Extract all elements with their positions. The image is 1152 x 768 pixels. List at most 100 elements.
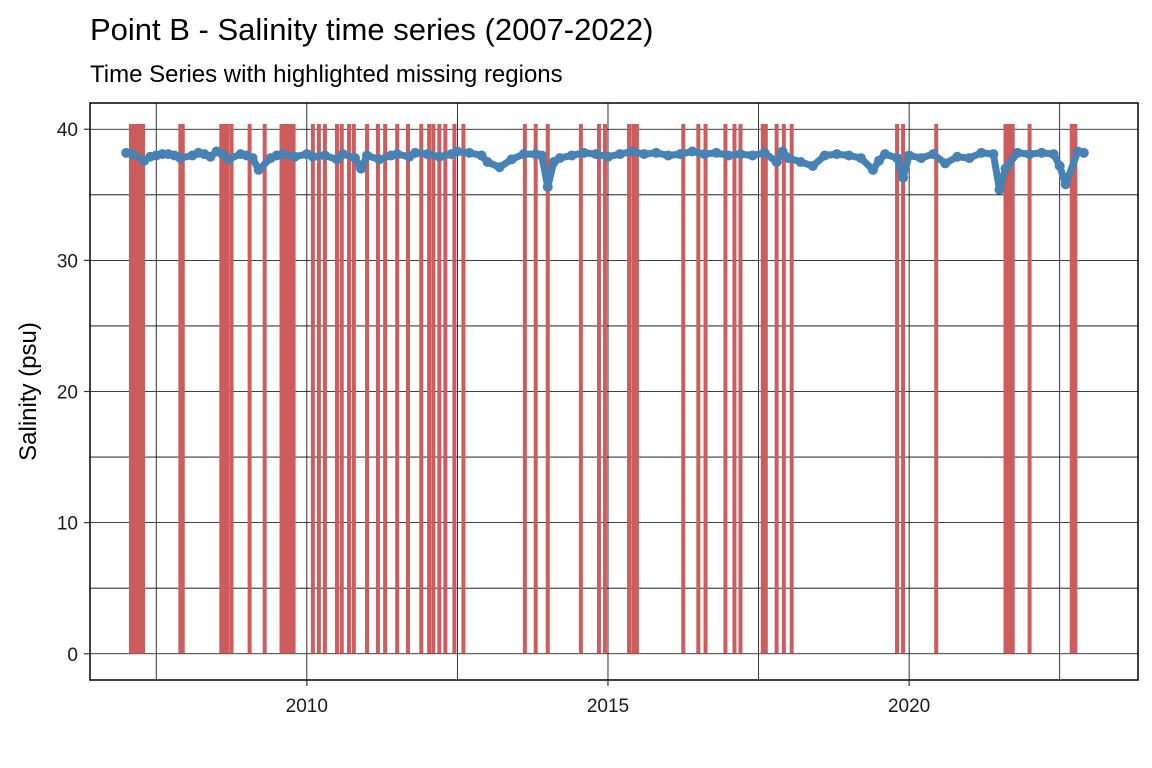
y-tick-label: 40 [57, 120, 78, 141]
data-point [928, 149, 939, 160]
data-point [536, 150, 547, 161]
missing-region-bar [602, 123, 607, 654]
chart-subtitle: Time Series with highlighted missing reg… [90, 61, 563, 88]
data-point [892, 153, 903, 164]
x-tick-label: 2010 [286, 696, 328, 717]
data-point [795, 157, 806, 168]
missing-region-bar [346, 123, 351, 654]
data-point [759, 147, 770, 158]
missing-region-bar [375, 123, 380, 654]
missing-region-bar [419, 123, 424, 654]
missing-region-bar [131, 123, 136, 654]
data-point [964, 153, 975, 164]
y-axis: 0 10 20 30 40 [57, 120, 90, 666]
data-point [771, 157, 782, 168]
missing-region-bar [136, 123, 141, 654]
missing-region-bar [229, 123, 234, 654]
data-point [1012, 147, 1023, 158]
missing-region-bar [310, 123, 315, 654]
data-point [602, 151, 613, 162]
data-point [735, 149, 746, 160]
missing-region-bar [461, 123, 466, 654]
data-point [940, 158, 951, 169]
data-point [476, 150, 487, 161]
missing-region-bar [406, 123, 411, 654]
data-point [374, 154, 385, 165]
missing-region-bar [631, 123, 636, 654]
missing-region-bar [895, 123, 900, 654]
data-point [494, 162, 505, 173]
data-point [639, 149, 650, 160]
missing-region-bar [763, 123, 768, 654]
data-point [777, 146, 788, 157]
x-tick-label: 2020 [888, 696, 930, 717]
salinity-points [121, 146, 1089, 195]
data-point [1054, 160, 1065, 171]
missing-region-bar [723, 123, 728, 654]
missing-region-bar [1007, 123, 1012, 654]
missing-region-bar [221, 123, 226, 654]
missing-region-bar [351, 123, 356, 654]
missing-region-bar [281, 123, 286, 654]
missing-region-bar [178, 123, 183, 654]
data-point [819, 150, 830, 161]
data-point [855, 153, 866, 164]
y-tick-label: 10 [57, 514, 78, 535]
missing-region-bar [1069, 123, 1074, 654]
missing-region-bar [395, 123, 400, 654]
missing-region-bar [339, 123, 344, 654]
chart-title: Point B - Salinity time series (2007-202… [90, 12, 654, 47]
data-point [578, 147, 589, 158]
data-point [247, 153, 258, 164]
missing-region-bar [901, 123, 906, 654]
data-point [337, 149, 348, 160]
missing-region-bar [365, 123, 370, 654]
data-point [916, 153, 927, 164]
data-point [464, 147, 475, 158]
missing-region-bar [437, 123, 442, 654]
missing-region-bar [696, 123, 701, 654]
data-point [356, 163, 367, 174]
data-point [506, 154, 517, 165]
data-point [307, 151, 318, 162]
missing-region-bar [738, 123, 743, 654]
data-point [452, 146, 463, 157]
data-point [867, 164, 878, 175]
missing-region-bar [383, 123, 388, 654]
data-point [422, 149, 433, 160]
data-point [723, 150, 734, 161]
missing-region-bar [141, 123, 146, 654]
data-point [1024, 149, 1035, 160]
data-point [711, 147, 722, 158]
data-point [1000, 163, 1011, 174]
missing-region-bar [128, 123, 133, 654]
data-point [783, 153, 794, 164]
missing-region-bar [578, 123, 583, 654]
data-point [663, 150, 674, 161]
data-point [362, 150, 373, 161]
missing-region-bar [287, 123, 292, 654]
data-point [277, 149, 288, 160]
missing-region-bar [334, 123, 339, 654]
data-point [976, 147, 987, 158]
missing-regions [128, 123, 1078, 654]
missing-region-bar [522, 123, 527, 654]
missing-region-bar [789, 123, 794, 654]
data-point [319, 150, 330, 161]
data-point [1036, 147, 1047, 158]
y-axis-title: Salinity (psu) [15, 322, 42, 461]
data-point [651, 147, 662, 158]
data-point [542, 181, 553, 192]
data-point [874, 155, 885, 166]
data-point [952, 151, 963, 162]
missing-region-bar [316, 123, 321, 654]
gridlines [90, 103, 1138, 680]
x-tick-label: 2015 [587, 696, 629, 717]
missing-region-bar [774, 123, 779, 654]
missing-region-bar [138, 123, 143, 654]
missing-region-bar [180, 123, 185, 654]
missing-region-bar [732, 123, 737, 654]
missing-region-bar [285, 123, 290, 654]
data-point [807, 160, 818, 171]
